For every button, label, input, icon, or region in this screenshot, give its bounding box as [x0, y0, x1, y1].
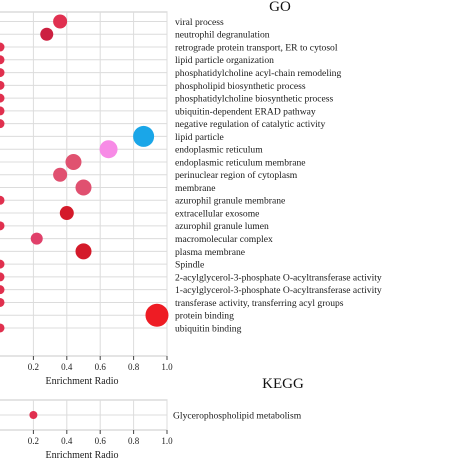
category-label: membrane: [175, 183, 216, 194]
x-tick-label: 0.6: [95, 436, 107, 446]
go-title: GO: [269, 0, 291, 15]
data-point: [40, 27, 54, 41]
category-label: Glycerophospholipid metabolism: [173, 410, 302, 421]
category-label: transferase activity, transferring acyl …: [175, 298, 344, 309]
category-label: Spindle: [175, 260, 204, 271]
category-label: ubiquitin binding: [175, 323, 242, 334]
data-point: [75, 243, 92, 260]
kegg-panel: Glycerophospholipid metabolism 0.2 0.4 0.6 0…: [0, 399, 302, 461]
data-point: [99, 140, 118, 159]
data-point: [29, 411, 38, 419]
category-label: phosphatidylcholine acyl-chain remodelin…: [175, 68, 341, 79]
data-point: [0, 221, 5, 231]
data-point: [59, 206, 74, 221]
x-tick-label: 0.2: [28, 436, 39, 446]
data-point: [0, 68, 5, 78]
x-tick-label: 0.4: [61, 436, 73, 446]
data-point: [0, 106, 5, 116]
category-label: extracellular exosome: [175, 208, 259, 219]
x-tick-label: 0.8: [128, 436, 140, 446]
category-label: azurophil granule lumen: [175, 221, 269, 232]
x-axis-title: Enrichment Radio: [45, 376, 118, 387]
data-point: [0, 93, 5, 103]
category-label: protein binding: [175, 311, 234, 322]
data-point: [0, 80, 5, 90]
category-label: endoplasmic reticulum membrane: [175, 157, 306, 168]
data-point: [133, 125, 155, 147]
data-point: [0, 272, 5, 282]
category-label: phospholipid biosynthetic process: [175, 81, 306, 92]
category-label: perinuclear region of cytoplasm: [175, 170, 298, 181]
data-point: [0, 323, 5, 333]
category-label: endoplasmic reticulum: [175, 145, 263, 156]
x-tick-label: 0.2: [28, 362, 39, 372]
category-label: lipid particle organization: [175, 55, 274, 66]
data-point: [0, 119, 5, 129]
category-label: ubiquitin-dependent ERAD pathway: [175, 106, 316, 117]
x-tick-label: 0.8: [128, 362, 140, 372]
category-label: negative regulation of catalytic activit…: [175, 119, 325, 130]
category-label: lipid particle: [175, 132, 224, 143]
x-tick-label: 0.6: [95, 362, 107, 372]
go-panel: viral process neutrophil degranulationret…: [0, 11, 382, 387]
data-point: [53, 167, 68, 182]
data-point: [0, 195, 5, 205]
category-label: macromolecular complex: [175, 234, 273, 245]
data-point: [0, 55, 5, 65]
data-point: [0, 259, 5, 269]
data-point: [30, 232, 43, 245]
category-label: retrograde protein transport, ER to cyto…: [175, 42, 338, 53]
kegg-title: KEGG: [262, 376, 304, 392]
data-point: [65, 153, 82, 170]
category-label: neutrophil degranulation: [175, 30, 270, 41]
data-point: [0, 42, 5, 52]
category-label: azurophil granule membrane: [175, 196, 285, 207]
data-point: [75, 179, 92, 196]
category-label: phosphatidylcholine biosynthetic process: [175, 94, 334, 105]
category-label: 1-acylglycerol-3-phosphate O-acyltransfe…: [175, 285, 382, 296]
data-point: [145, 303, 169, 327]
x-tick-label: 1.0: [161, 436, 173, 446]
category-label: plasma membrane: [175, 247, 245, 258]
category-label: 2-acylglycerol-3-phosphate O-acyltransfe…: [175, 272, 382, 283]
x-tick-label: 0.4: [61, 362, 73, 372]
data-point: [0, 297, 5, 307]
x-axis-title: Enrichment Radio: [45, 450, 118, 461]
x-tick-label: 1.0: [161, 362, 173, 372]
category-label: viral process: [175, 17, 224, 28]
data-point: [0, 285, 5, 295]
data-point: [53, 14, 68, 29]
